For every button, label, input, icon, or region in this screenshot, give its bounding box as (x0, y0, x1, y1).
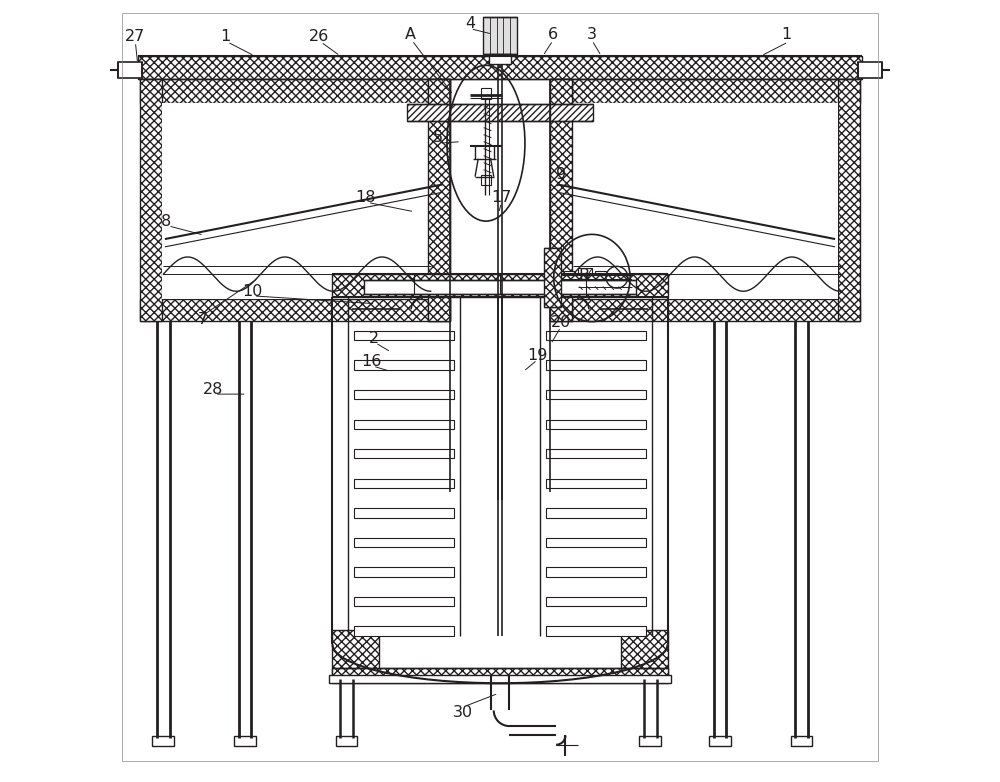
Bar (354, 508, 454, 518)
Text: 7: 7 (197, 312, 207, 327)
Bar (709, 736, 731, 745)
Bar (481, 88, 491, 99)
Bar (546, 508, 646, 518)
Bar (332, 630, 379, 677)
Bar (546, 538, 646, 547)
Text: 18: 18 (356, 190, 376, 205)
Bar (407, 104, 450, 121)
Bar (354, 420, 454, 429)
Bar (140, 79, 450, 102)
Bar (546, 567, 646, 576)
Bar (550, 79, 572, 321)
Bar (546, 449, 646, 458)
Text: 6: 6 (548, 27, 558, 42)
Bar (550, 79, 572, 321)
Bar (332, 274, 668, 297)
Bar (354, 567, 454, 576)
Bar (544, 249, 561, 307)
Text: 16: 16 (361, 354, 382, 369)
Text: 30: 30 (453, 705, 473, 719)
Text: 2: 2 (369, 331, 379, 346)
Bar (364, 280, 636, 293)
Bar (546, 390, 646, 400)
Bar (234, 736, 256, 745)
Bar (578, 268, 592, 286)
Bar (572, 102, 838, 299)
Bar (550, 104, 593, 121)
Bar (595, 271, 606, 283)
Bar (639, 736, 661, 745)
Bar (140, 79, 162, 321)
Bar (354, 390, 454, 400)
Bar (858, 62, 882, 77)
Text: 27: 27 (125, 29, 145, 44)
Bar (336, 736, 357, 745)
Text: 1: 1 (221, 29, 231, 44)
Bar (354, 597, 454, 606)
Bar (550, 299, 860, 321)
Bar (483, 17, 517, 55)
Bar (550, 79, 860, 102)
Bar (354, 449, 454, 458)
Bar (546, 626, 646, 636)
Bar (354, 361, 454, 370)
Text: 17: 17 (491, 190, 512, 205)
Text: 1: 1 (782, 27, 792, 42)
Bar (489, 54, 511, 63)
Text: 10: 10 (242, 284, 262, 299)
Bar (332, 668, 668, 683)
Bar (140, 299, 450, 321)
Text: 20: 20 (551, 315, 571, 330)
Bar (546, 479, 646, 488)
Bar (791, 736, 812, 745)
Bar (546, 420, 646, 429)
Text: 19: 19 (527, 349, 548, 364)
Bar (838, 79, 860, 321)
Bar (162, 102, 428, 299)
Text: 3: 3 (587, 27, 597, 42)
Bar (546, 597, 646, 606)
Bar (118, 62, 142, 77)
Bar (152, 736, 174, 745)
Bar (354, 331, 454, 340)
Bar (621, 630, 668, 677)
Bar (481, 175, 491, 185)
Text: 9: 9 (556, 167, 566, 182)
Bar (329, 676, 671, 683)
Bar (138, 56, 862, 79)
Bar (450, 104, 550, 121)
Text: A: A (405, 27, 416, 42)
Text: 28: 28 (203, 382, 223, 397)
Bar (428, 79, 450, 321)
Bar (354, 538, 454, 547)
Text: 4: 4 (465, 16, 475, 30)
Bar (354, 626, 454, 636)
Text: 5: 5 (433, 131, 443, 145)
Text: 26: 26 (309, 29, 329, 44)
Text: 8: 8 (161, 213, 172, 228)
Bar (564, 271, 575, 283)
Bar (428, 79, 450, 321)
Bar (546, 331, 646, 340)
Text: B: B (579, 268, 590, 283)
Bar (546, 361, 646, 370)
Bar (354, 479, 454, 488)
